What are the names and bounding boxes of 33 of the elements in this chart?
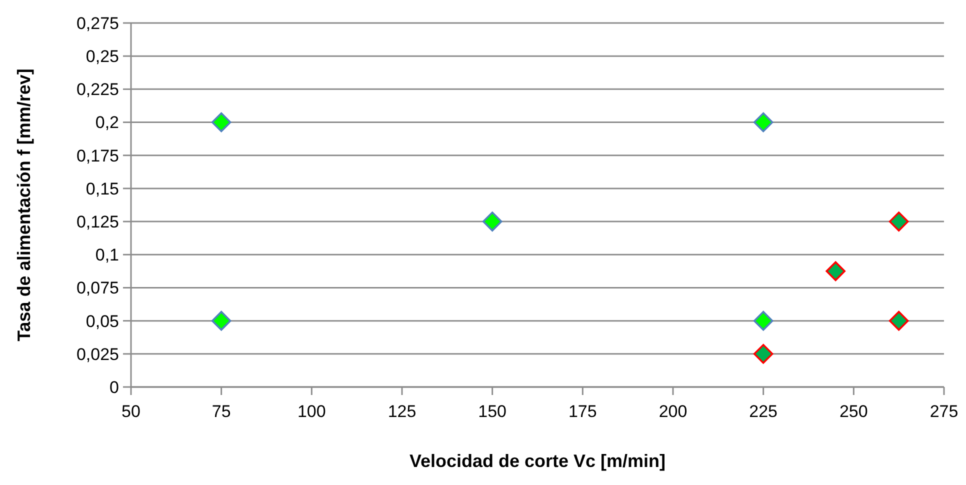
point — [211, 112, 232, 132]
x-tick-label: 75 — [212, 402, 231, 421]
point — [826, 261, 846, 282]
y-tick-label: 0,25 — [86, 47, 119, 66]
point — [211, 310, 232, 331]
x-tick-label: 125 — [388, 402, 416, 421]
y-tick-label: 0,025 — [76, 344, 119, 364]
x-tick-label: 250 — [839, 402, 868, 421]
y-tick-label: 0,1 — [95, 246, 119, 265]
y-tick-label: 0,225 — [76, 80, 119, 100]
x-tick-label: 100 — [297, 402, 326, 421]
point — [482, 212, 502, 232]
y-tick-label: 0,05 — [86, 312, 119, 331]
y-tick-label: 0,275 — [76, 14, 119, 33]
y-tick-label: 0 — [110, 378, 119, 397]
point — [753, 112, 774, 132]
point — [888, 310, 909, 331]
point — [753, 344, 774, 364]
x-tick-label: 275 — [930, 402, 958, 421]
x-tick-label: 200 — [658, 402, 688, 421]
point — [753, 310, 774, 331]
y-tick-label: 0,175 — [76, 146, 119, 166]
point — [888, 212, 909, 232]
x-tick-label: 225 — [749, 402, 778, 421]
y-tick-label: 0,2 — [95, 113, 119, 132]
y-tick-label: 0,075 — [76, 278, 119, 298]
x-tick-label: 175 — [568, 402, 597, 421]
x-tick-label: 150 — [478, 402, 507, 421]
x-axis-title: Velocidad de corte Vc [m/min] — [409, 451, 666, 471]
y-axis-title: Tasa de alimentación f [mm/rev] — [14, 68, 34, 342]
x-tick-label: 50 — [122, 402, 140, 421]
y-tick-label: 0,15 — [86, 179, 119, 198]
y-tick-label: 0,125 — [76, 212, 119, 232]
